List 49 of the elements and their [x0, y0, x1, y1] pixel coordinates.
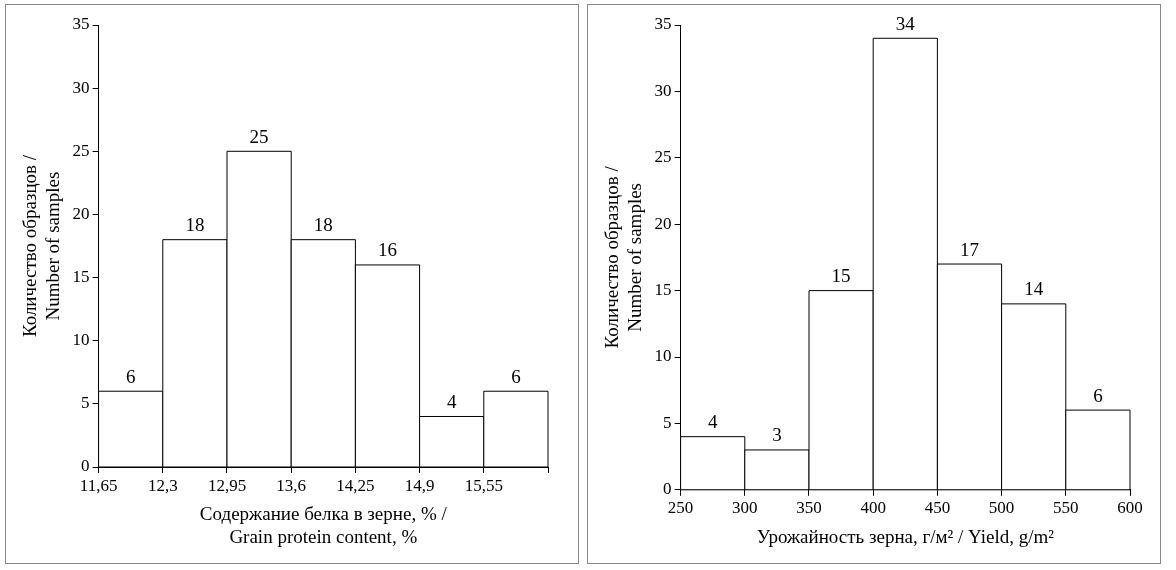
data-label: 16 — [378, 239, 397, 261]
y-tick-label: 25 — [72, 140, 90, 160]
x-tick-label: 400 — [860, 498, 886, 518]
y-tick-label: 5 — [663, 412, 672, 432]
y-tick-label: 30 — [72, 77, 90, 97]
y-tick-label: 15 — [72, 267, 90, 287]
data-label: 4 — [707, 411, 718, 433]
y-tick-label: 20 — [654, 213, 672, 233]
data-label: 3 — [772, 424, 782, 446]
y-tick-label: 30 — [654, 80, 672, 100]
y-tick-label: 35 — [72, 14, 90, 34]
data-label: 18 — [185, 214, 205, 236]
y-tick-label: 5 — [81, 393, 90, 413]
data-label: 25 — [249, 125, 269, 147]
y-axis-title: Количество образцов / Number of samples — [601, 165, 646, 349]
y-tick-label: 25 — [654, 147, 672, 167]
y-tick-label: 0 — [81, 456, 90, 476]
data-label: 6 — [511, 365, 521, 387]
y-tick-label: 0 — [663, 479, 672, 499]
x-tick-label: 600 — [1117, 498, 1143, 518]
data-label: 6 — [1093, 384, 1103, 406]
data-label: 14 — [1024, 278, 1044, 300]
x-axis-title: Содержание белка в зерне, % / Grain protein content, % — [199, 502, 448, 547]
data-label: 17 — [960, 238, 979, 260]
x-tick-label: 11,65 — [79, 475, 118, 495]
x-tick-label: 14,9 — [404, 475, 435, 495]
x-tick-label: 300 — [732, 498, 758, 518]
data-label: 4 — [446, 390, 457, 412]
y-tick-label: 35 — [654, 14, 672, 34]
y-tick-label: 10 — [654, 346, 672, 366]
x-tick-label: 450 — [924, 498, 951, 518]
y-tick-label: 15 — [654, 280, 672, 300]
x-tick-label: 12,95 — [207, 475, 247, 495]
x-tick-label: 250 — [667, 498, 694, 518]
x-tick-label: 500 — [988, 498, 1015, 518]
x-tick-label: 13,6 — [276, 475, 307, 495]
x-axis-title: Урожайность зерна, г/м² / Yield, g/m² — [756, 525, 1055, 547]
x-tick-label: 550 — [1053, 498, 1079, 518]
y-tick-label: 20 — [72, 203, 90, 223]
data-label: 15 — [831, 265, 851, 287]
x-tick-label: 15,55 — [464, 475, 503, 495]
y-axis-title: Количество образцов / Number of samples — [19, 154, 64, 338]
data-label: 34 — [895, 12, 916, 34]
x-tick-label: 14,25 — [336, 475, 375, 495]
x-tick-label: 350 — [796, 498, 822, 518]
y-tick-label: 10 — [72, 330, 90, 350]
data-label: 18 — [313, 214, 333, 236]
data-label: 6 — [125, 365, 136, 387]
x-tick-label: 12,3 — [147, 475, 178, 495]
